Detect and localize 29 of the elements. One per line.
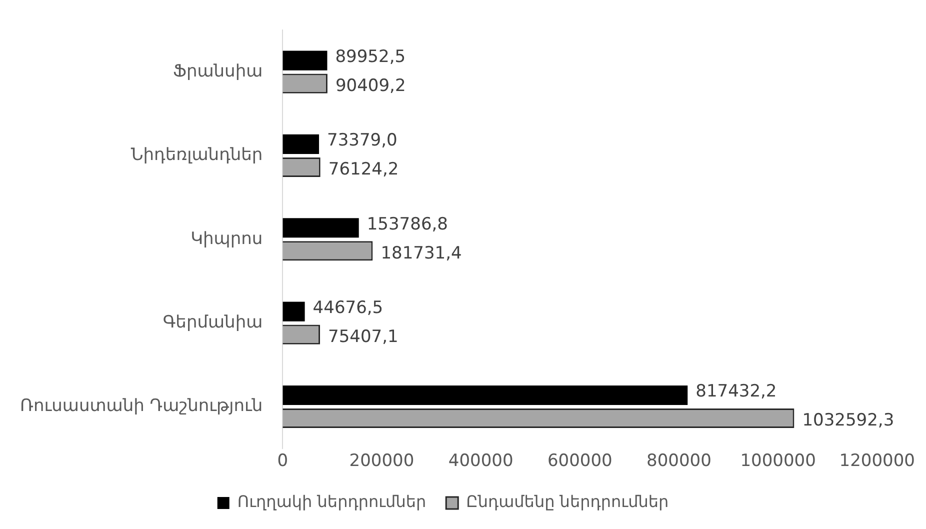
y-tick-label: Ռուսաստանի Դաշնություն	[20, 396, 263, 416]
x-tick-label: 600000	[547, 451, 612, 472]
data-label: 817432,2	[696, 382, 777, 402]
data-label: 181731,4	[380, 243, 462, 264]
x-tick-label: 800000	[646, 451, 712, 472]
y-tick-label: Ֆրանսիա	[173, 61, 263, 82]
legend-label: Ընդամենը ներդրումներ	[466, 492, 669, 512]
bar	[282, 134, 320, 154]
y-tick-label: Կիպրոս	[190, 228, 263, 249]
data-label: 90409,2	[335, 76, 406, 96]
x-tick-label: 1000000	[740, 451, 816, 472]
data-label: 153786,8	[366, 214, 448, 234]
bar	[282, 385, 688, 406]
data-label: 76124,2	[328, 160, 399, 180]
bar	[282, 50, 328, 70]
data-label: 1032592,3	[802, 410, 894, 431]
data-label: 73379,0	[327, 130, 398, 151]
bar	[282, 218, 359, 238]
y-tick-label: Գերմանիա	[162, 312, 263, 332]
bar	[282, 302, 305, 322]
data-label: 89952,5	[335, 46, 406, 67]
x-tick-label: 200000	[349, 451, 414, 472]
x-tick-label: 1200000	[839, 451, 916, 472]
legend-label: Ուղղակի ներդրումներ	[237, 492, 426, 512]
x-tick-label: 0	[277, 451, 288, 472]
y-tick-label: Նիդեռլանդներ	[130, 145, 263, 166]
x-tick-label: 400000	[448, 451, 514, 472]
data-label: 75407,1	[328, 327, 398, 348]
data-label: 44676,5	[312, 298, 384, 318]
